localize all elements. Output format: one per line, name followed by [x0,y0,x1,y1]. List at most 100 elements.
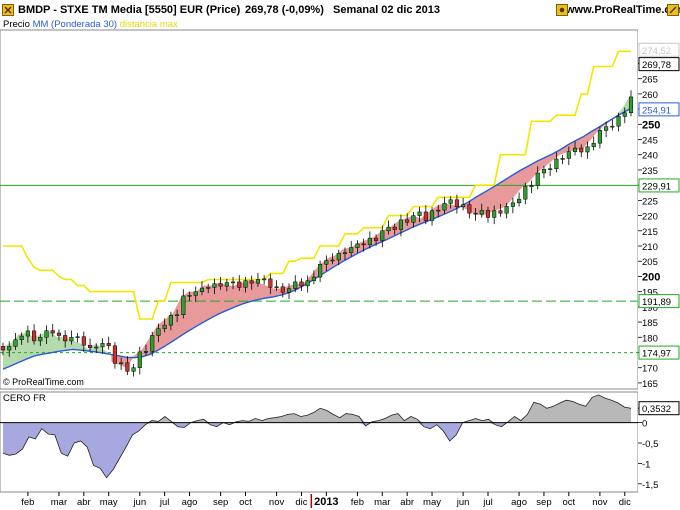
close-box-icon[interactable] [2,3,14,16]
candle-body [243,280,248,288]
candle-body [131,367,136,372]
candle-body [342,252,348,254]
watermark: © ProRealTime.com [3,377,84,387]
candle-body [255,279,260,284]
price-panel [0,29,639,390]
candle-body [411,215,416,223]
candle-body [485,210,491,218]
candle-body [87,344,93,348]
candle-body [535,172,540,187]
candle-body [94,346,99,349]
month-label: dic [295,497,307,508]
dist-max-line [3,50,631,320]
price-tick-label: 220 [642,212,658,223]
candle-body [56,332,62,336]
candle-body [69,337,74,342]
candle-body [231,281,236,284]
window-resize-icon[interactable] [667,3,679,16]
candle-body [374,237,379,241]
candle-body [510,202,515,207]
candle-body [305,280,310,287]
ma-line [2,108,630,370]
osc-tick-label: -0,5 [642,439,658,450]
line-229-label-box [638,178,680,193]
line-174-label: 174,97 [642,349,671,360]
candle-body [622,112,627,117]
candle-body [119,362,124,365]
candle-body [554,158,559,169]
month-label: abr [77,497,91,508]
candle-body [162,324,167,330]
osc-tick-label: 0 [642,419,647,430]
window-config-icon[interactable] [556,3,568,16]
candle-body [504,206,509,214]
candle-body [274,286,279,289]
month-label: dic [619,497,631,508]
candle-body [548,168,553,170]
price-tick-label: 180 [642,333,658,344]
candle-body [181,295,186,316]
osc-value-box [638,401,680,416]
candle-body [187,295,192,297]
legend-dist: distancia max [119,19,178,30]
candle-body [25,330,30,337]
month-label: oct [239,497,252,508]
candle-body [199,287,205,292]
candle-body [579,147,584,153]
candle-body [473,212,478,215]
candle-body [355,243,360,248]
candle-body [597,130,602,144]
candle-body [168,315,173,326]
candle-body [324,260,329,265]
candle-body [0,346,6,351]
candle-body [156,328,161,336]
candle-body [193,291,198,296]
month-label: jun [132,497,146,508]
candle-body [38,337,43,342]
month-label: ago [182,497,198,508]
month-label: jun [456,497,470,508]
month-label: nov [269,497,285,508]
year-label: 2013 [314,496,338,508]
month-label: abr [400,497,414,508]
oscillator-negative-fill [3,422,631,478]
ma-last-label-box [638,102,680,117]
month-label: jul [159,497,170,508]
candle-body [436,209,441,212]
candle-body [75,336,80,338]
line-191-label-box [638,294,680,309]
line-191-label: 191,89 [642,297,671,308]
price-tick-label: 205 [642,257,658,268]
candle-body [628,96,634,114]
month-label: ago [511,497,527,508]
candle-body [361,243,366,246]
candle-body [566,151,571,159]
ma-last-label: 254,91 [642,105,671,116]
price-tick-label: 235 [642,166,658,177]
candle-body [212,283,217,288]
candle-body [13,339,18,347]
candle-body [280,286,285,293]
candle-body [454,199,459,208]
candle-body [591,142,596,148]
candle-body [237,281,242,288]
price-tick-label: 195 [642,288,658,299]
candle-body [585,146,590,153]
legend-price: Precio [3,19,30,30]
candle-body [349,247,354,253]
candle-body [610,125,615,128]
candle-body [311,276,316,281]
candle-body [150,335,155,352]
month-label: feb [21,497,34,508]
price-tick-label: 200 [642,271,660,283]
oscillator-positive-fill [3,394,631,423]
price-ma-fill [3,96,630,370]
price-tick-label: 245 [642,136,658,147]
candle-body [492,210,497,218]
osc-tick-label: -1,5 [642,480,658,491]
price-tick-label: 185 [642,318,658,329]
price-tick-label: 265 [642,75,658,86]
hidden-last-label: 274,52 [642,46,671,57]
candle-body [7,346,12,351]
